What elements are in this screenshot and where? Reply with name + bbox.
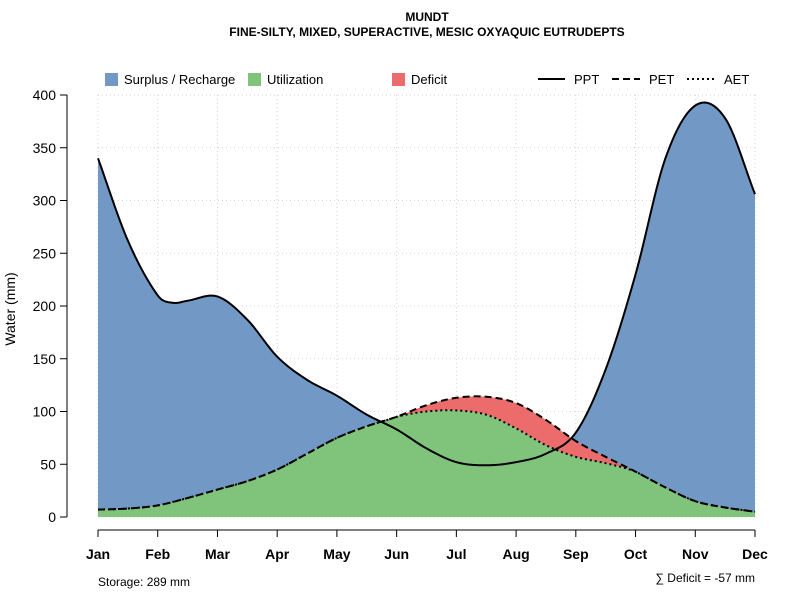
- axis-layer: 0 50 100 150 200 250 300 350 400 Jan Feb Mar Apr May J…: [33, 87, 768, 562]
- x-tick-label: Jan: [86, 546, 110, 562]
- storage-annotation: Storage: 289 mm: [98, 575, 190, 589]
- x-tick-label: Nov: [682, 546, 709, 562]
- area-layer: [98, 102, 755, 518]
- legend-swatch-utilization: [248, 73, 261, 86]
- x-tick-label: Aug: [502, 546, 529, 562]
- x-tick-label: Jul: [446, 546, 466, 562]
- x-tick-label: Apr: [265, 546, 290, 562]
- y-tick-label: 150: [33, 351, 57, 367]
- x-tick-label: May: [323, 546, 350, 562]
- y-tick-label: 50: [40, 456, 56, 472]
- y-tick-label: 400: [33, 87, 57, 103]
- line-layer: [97, 101, 756, 513]
- x-tick-label: Jun: [384, 546, 409, 562]
- x-tick-label: Dec: [742, 546, 768, 562]
- x-tick-label: Mar: [205, 546, 230, 562]
- legend-label-aet: AET: [724, 72, 749, 87]
- deficit-annotation: ∑ Deficit = -57 mm: [655, 571, 755, 585]
- legend-label-surplus: Surplus / Recharge: [124, 72, 235, 87]
- utilization-area: [98, 410, 755, 517]
- y-tick-label: 200: [33, 298, 57, 314]
- y-tick-label: 100: [33, 404, 57, 420]
- chart-title: MUNDT: [405, 10, 449, 24]
- legend-label-utilization: Utilization: [267, 72, 323, 87]
- surplus-area: [98, 102, 755, 518]
- y-tick-label: 0: [48, 509, 56, 525]
- x-tick-label: Sep: [563, 546, 589, 562]
- pet-line: [97, 395, 756, 513]
- legend-label-ppt: PPT: [574, 72, 599, 87]
- x-tick-label: Oct: [624, 546, 648, 562]
- y-tick-label: 350: [33, 140, 57, 156]
- x-tick-label: Feb: [145, 546, 170, 562]
- ppt-line: [97, 101, 756, 467]
- legend-swatch-surplus: [105, 73, 118, 86]
- legend: Surplus / Recharge Utilization Deficit P…: [105, 72, 749, 87]
- legend-label-pet: PET: [649, 72, 674, 87]
- y-tick-label: 250: [33, 245, 57, 261]
- legend-label-deficit: Deficit: [411, 72, 448, 87]
- y-tick-label: 300: [33, 193, 57, 209]
- legend-swatch-deficit: [392, 73, 405, 86]
- y-axis-label: Water (mm): [2, 272, 18, 345]
- chart-subtitle: FINE-SILTY, MIXED, SUPERACTIVE, MESIC OX…: [229, 25, 624, 39]
